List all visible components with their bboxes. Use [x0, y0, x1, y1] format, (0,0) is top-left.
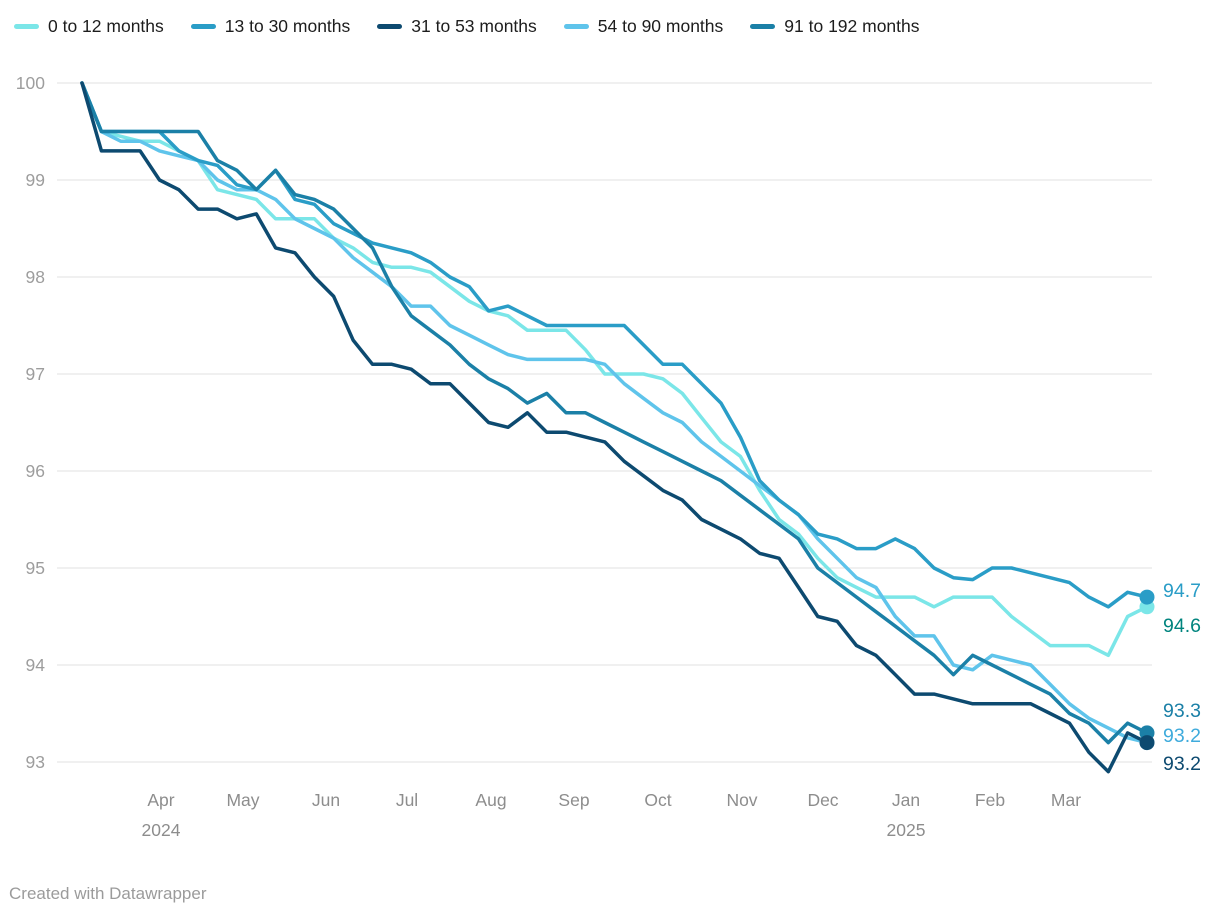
legend-label: 54 to 90 months [597, 16, 724, 36]
y-axis-tick-label: 96 [26, 461, 45, 481]
legend-label: 31 to 53 months [411, 16, 537, 36]
x-axis-month-label: Jan [892, 790, 920, 810]
legend-item-3: 54 to 90 months [563, 16, 724, 37]
legend-item-2: 31 to 53 months [377, 16, 537, 37]
end-value-label-4: 93.3 [1163, 700, 1201, 722]
end-value-label-3: 93.2 [1163, 725, 1201, 747]
legend-swatch-icon [14, 24, 39, 29]
y-axis-tick-label: 95 [26, 558, 45, 578]
x-axis-month-label: Jul [396, 790, 418, 810]
x-axis-month-label: Feb [975, 790, 1005, 810]
x-axis-month-label: Apr [147, 790, 174, 810]
x-axis-month-label: Dec [807, 790, 838, 810]
x-axis-year-label: 2025 [887, 820, 926, 840]
x-axis-month-label: Mar [1051, 790, 1081, 810]
chart-line-1 [80, 81, 1149, 609]
end-value-label-2: 93.2 [1163, 753, 1201, 775]
legend-item-0: 0 to 12 months [14, 16, 164, 37]
y-axis-tick-label: 99 [26, 170, 45, 190]
end-value-label-0: 94.6 [1163, 615, 1201, 637]
end-value-label-1: 94.7 [1163, 580, 1201, 602]
legend-label: 91 to 192 months [784, 16, 920, 36]
y-axis-tick-label: 98 [26, 267, 45, 287]
legend-swatch-icon [563, 24, 589, 29]
y-axis-tick-label: 97 [26, 364, 45, 384]
x-axis-month-label: Nov [726, 790, 757, 810]
legend-item-1: 13 to 30 months [190, 16, 351, 37]
chart-line-3 [80, 81, 1149, 745]
chart-line-2 [80, 81, 1149, 774]
legend-label: 13 to 30 months [224, 16, 351, 36]
x-axis-month-label: Jun [312, 790, 340, 810]
end-dot-1 [1139, 589, 1155, 605]
y-axis-tick-label: 94 [26, 655, 46, 675]
end-dot-2 [1139, 735, 1155, 751]
x-axis-month-label: May [226, 790, 259, 810]
x-axis-month-label: Aug [475, 790, 506, 810]
legend-swatch-icon [377, 24, 403, 29]
chart-line-4 [80, 81, 1149, 745]
y-axis-tick-label: 93 [26, 752, 45, 772]
legend-item-4: 91 to 192 months [750, 16, 920, 37]
chart-legend: 0 to 12 months 13 to 30 months 31 to 53 mo… [14, 16, 920, 37]
legend-swatch-icon [750, 24, 776, 29]
x-axis-year-label: 2024 [142, 820, 181, 840]
x-axis-month-label: Sep [558, 790, 589, 810]
legend-swatch-icon [190, 24, 216, 29]
x-axis-month-label: Oct [644, 790, 671, 810]
y-axis-tick-label: 100 [16, 73, 45, 93]
datawrapper-attribution-link[interactable]: Created with Datawrapper [9, 884, 207, 903]
legend-label: 0 to 12 months [48, 16, 164, 36]
